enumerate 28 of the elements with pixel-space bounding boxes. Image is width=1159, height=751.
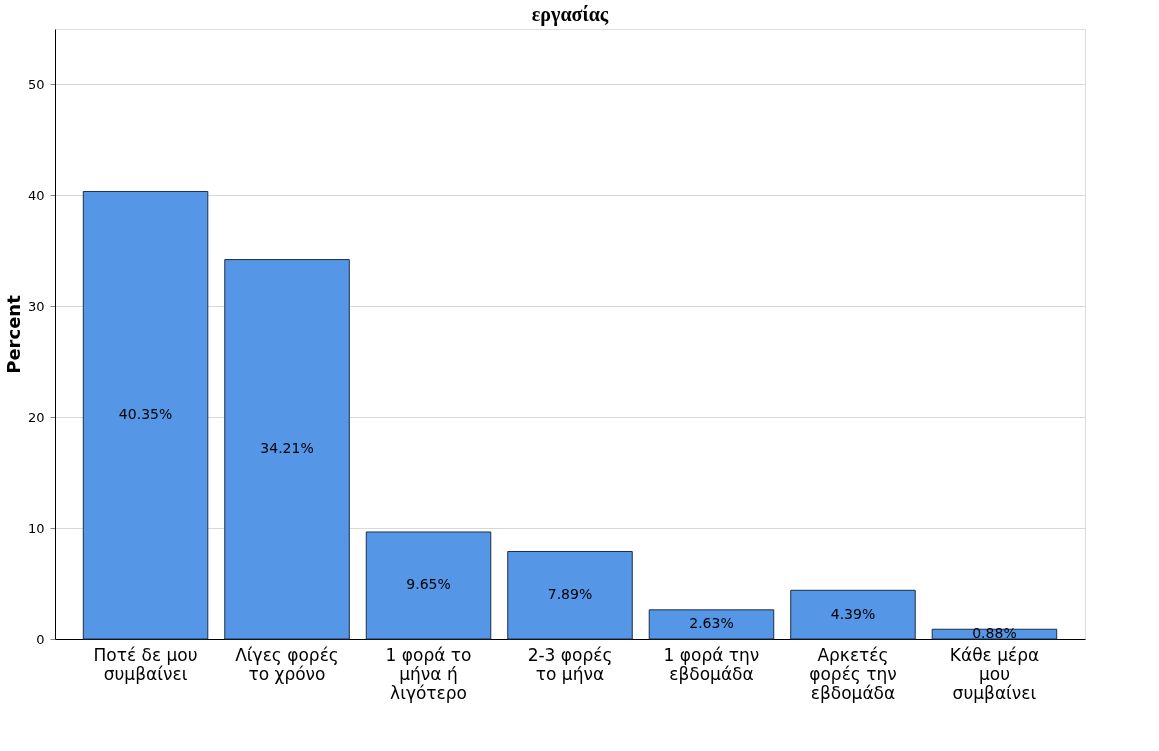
y-tick-label: 10	[27, 520, 45, 536]
x-tick-label: 2-3 φορές το μήνα	[527, 644, 613, 684]
bar	[365, 531, 492, 640]
data-label: 40.35%	[118, 406, 173, 423]
y-tick-label: 0	[36, 631, 45, 647]
chart-title: εργασίας	[531, 3, 609, 26]
x-tick-label: Ποτέ δε μου συμβαίνει	[93, 644, 198, 684]
x-tick-label: 1 φορά το μήνα ή λιγότερο	[385, 644, 472, 703]
data-label: 9.65%	[406, 576, 451, 593]
y-axis-title: Percent	[2, 294, 24, 374]
y-tick-label: 50	[27, 76, 45, 92]
x-tick-label: 1 φορά την εβδομάδα	[663, 644, 760, 684]
data-label: 34.21%	[260, 440, 314, 457]
data-label: 2.63%	[689, 615, 734, 632]
bar	[82, 190, 209, 640]
bar	[790, 589, 916, 640]
x-tick-label: Κάθε μέρα μου συμβαίνει	[949, 644, 1040, 703]
x-tick-label: Λίγες φορές το χρόνο	[235, 644, 339, 684]
data-label: 4.39%	[830, 605, 876, 622]
data-label: 7.89%	[547, 586, 593, 603]
y-tick-label: 30	[27, 298, 45, 314]
bar	[507, 550, 633, 640]
y-tick-label: 40	[27, 187, 45, 203]
y-tick-label: 20	[27, 409, 45, 425]
bar	[648, 609, 775, 640]
bar	[224, 259, 350, 640]
x-tick-label: Αρκετές φορές την εβδομάδα	[809, 644, 897, 703]
data-label: 0.88%	[972, 625, 1017, 642]
